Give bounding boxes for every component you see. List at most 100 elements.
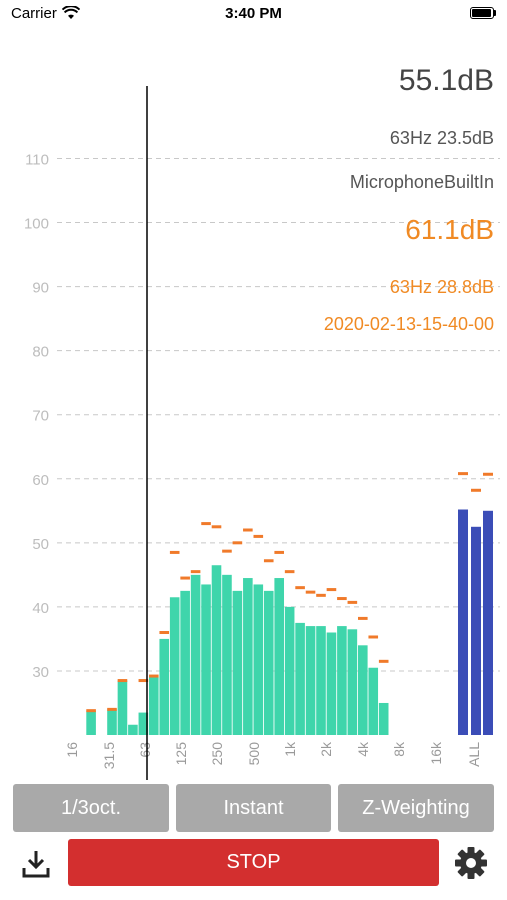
peak-marker <box>358 616 368 620</box>
overall-bars <box>458 472 493 735</box>
peak-marker <box>169 550 180 554</box>
weighting-button[interactable]: Z-Weighting <box>338 784 494 832</box>
x-tick-label: 8k <box>391 741 407 757</box>
peak-marker <box>86 709 96 713</box>
peak-band-readout: 63Hz 23.5dB <box>389 128 494 148</box>
band-bar <box>284 606 295 735</box>
peak-marker <box>378 659 389 663</box>
peak-marker <box>284 570 295 574</box>
band-bar <box>295 622 305 735</box>
band-bar <box>368 667 379 735</box>
input-source: MicrophoneBuiltIn <box>349 172 494 192</box>
peak-marker <box>368 635 379 639</box>
peak-marker <box>149 674 159 678</box>
peak-marker <box>190 570 201 574</box>
y-tick-label-70: 70 <box>32 408 49 425</box>
peak-marker <box>201 522 211 526</box>
band-bar <box>190 574 201 735</box>
peak-marker <box>222 549 232 553</box>
download-icon[interactable] <box>20 848 52 880</box>
band-bar <box>243 578 253 735</box>
overall-peak-marker <box>483 472 493 476</box>
y-tick-label-100: 100 <box>24 216 49 233</box>
x-tick-label: 2k <box>318 741 334 757</box>
peak-marker <box>337 597 347 601</box>
band-bar <box>337 626 347 735</box>
time-mode-button[interactable]: Instant <box>176 784 331 832</box>
peak-marker <box>263 559 274 563</box>
band-bar <box>107 709 117 735</box>
band-bar <box>253 584 264 735</box>
band-bar <box>274 578 284 735</box>
peak-marker <box>180 576 190 580</box>
peak-marker <box>347 600 358 604</box>
peak-marker <box>211 525 222 529</box>
peak-marker <box>295 586 305 590</box>
band-bar <box>347 629 358 735</box>
band-bars <box>86 565 389 735</box>
carrier-label: Carrier <box>11 5 57 22</box>
x-tick-label: 250 <box>209 742 225 766</box>
peak-marker <box>159 631 170 634</box>
band-bar <box>211 565 222 735</box>
band-bar <box>169 597 180 735</box>
max-band-readout: 63Hz 28.8dB <box>389 277 494 297</box>
x-tick-label: ALL <box>466 742 482 767</box>
clock: 3:40 PM <box>225 5 282 22</box>
peak-marker <box>274 550 284 554</box>
x-tick-label: 4k <box>355 741 371 757</box>
battery-icon <box>470 7 496 19</box>
x-tick-label: 16 <box>64 742 80 758</box>
x-tick-label: 125 <box>173 742 189 766</box>
band-bar <box>378 702 389 735</box>
band-bar <box>201 584 211 735</box>
x-tick-label: 500 <box>246 742 262 766</box>
overall-peak-marker <box>458 472 468 476</box>
y-tick-label-80: 80 <box>32 344 49 361</box>
y-tick-label-110: 110 <box>25 151 49 168</box>
band-bar <box>263 590 274 735</box>
band-bar <box>326 632 337 735</box>
band-bar <box>232 590 243 735</box>
band-bar <box>305 626 316 735</box>
band-bar <box>149 677 159 735</box>
peak-marker <box>232 541 243 545</box>
spectrum-chart[interactable]: 30 40 50 60 70 80 90 100 110 16 31.5 63 125 250 500 1k… <box>0 80 507 780</box>
x-axis-labels: 16 31.5 63 125 250 500 1k 2k 4k 8k 16k ALL <box>64 741 482 769</box>
wifi-icon <box>62 6 80 19</box>
x-tick-label: 1k <box>282 741 298 757</box>
peak-markers <box>86 522 389 713</box>
current-level: 55.1dB <box>398 64 494 97</box>
band-mode-button[interactable]: 1/3oct. <box>13 784 169 832</box>
band-bar <box>358 645 368 735</box>
band-bar <box>316 626 326 735</box>
peak-marker <box>326 588 337 592</box>
overall-bar <box>471 526 481 735</box>
band-bar <box>159 638 170 735</box>
peak-marker <box>107 707 117 711</box>
y-tick-label-40: 40 <box>32 600 49 617</box>
peak-marker <box>253 534 264 538</box>
band-bar <box>128 724 138 735</box>
y-tick-label-30: 30 <box>32 664 49 681</box>
overall-bar <box>458 509 468 735</box>
peak-marker <box>138 679 149 683</box>
status-bar: Carrier 3:40 PM <box>0 0 507 28</box>
peak-marker <box>117 679 128 683</box>
chart-grid: 30 40 50 60 70 80 90 100 110 <box>24 151 500 681</box>
y-tick-label-90: 90 <box>32 280 49 297</box>
y-tick-label-50: 50 <box>32 536 49 553</box>
max-level: 61.1dB <box>405 214 494 245</box>
x-tick-label: 63 <box>137 742 153 758</box>
overall-peak-marker <box>471 488 481 492</box>
band-bar <box>86 710 96 735</box>
band-bar <box>117 680 128 735</box>
recording-timestamp: 2020-02-13-15-40-00 <box>323 314 494 334</box>
peak-marker <box>305 590 316 594</box>
x-tick-label: 16k <box>428 741 444 765</box>
gear-icon[interactable] <box>454 846 488 880</box>
peak-marker <box>243 528 253 532</box>
stop-button[interactable]: STOP <box>68 839 439 886</box>
band-bar <box>138 712 149 735</box>
overall-bar <box>483 510 493 735</box>
